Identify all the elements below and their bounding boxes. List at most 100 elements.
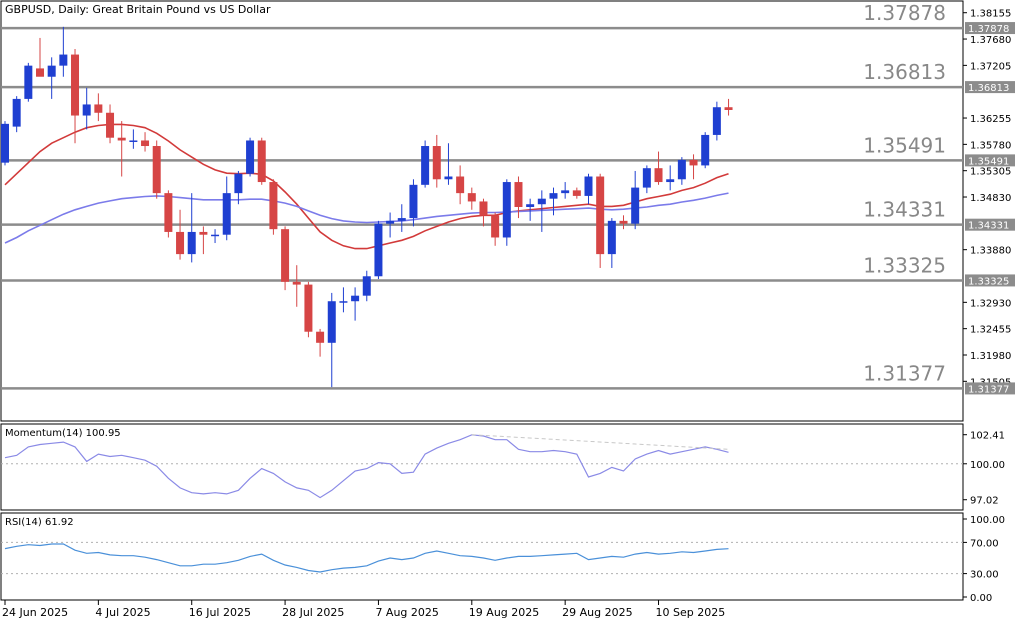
level-label: 1.31377	[863, 361, 946, 385]
candle	[281, 226, 290, 291]
candle	[362, 270, 371, 302]
rsi-panel: RSI(14) 61.92 100.00 70.00 30.00 0.00	[0, 512, 1005, 604]
candle	[561, 182, 570, 199]
candle	[117, 121, 126, 177]
candle	[654, 151, 663, 185]
candle	[666, 165, 675, 191]
price-tick-label: 1.34830	[970, 193, 1011, 204]
price-tick-label: 1.32930	[970, 298, 1011, 309]
candle	[222, 176, 231, 241]
chart-title: GBPUSD, Daily: Great Britain Pound vs US…	[5, 3, 271, 16]
price-tag	[965, 154, 1015, 167]
price-tag-label: 1.33325	[968, 276, 1009, 287]
candle	[479, 198, 488, 227]
candle	[152, 140, 161, 199]
candle	[71, 49, 80, 144]
price-tick-label: 1.32455	[970, 325, 1011, 336]
candle	[199, 226, 208, 255]
price-tag	[965, 274, 1015, 287]
slow-ma-line	[4, 192, 729, 244]
candle	[712, 101, 721, 141]
rsi-tick-label: 70.00	[970, 538, 999, 549]
time-axis: 24 Jun 2025 4 Jul 2025 16 Jul 2025 28 Jul 2…	[2, 600, 725, 619]
rsi-plot	[1, 541, 963, 575]
candle	[549, 187, 558, 216]
candle	[432, 134, 441, 188]
time-tick-label: 29 Aug 2025	[562, 606, 632, 619]
candle	[234, 170, 243, 205]
candles	[1, 26, 733, 388]
level-label: 1.35491	[863, 133, 946, 157]
candle	[12, 96, 21, 133]
candle	[374, 220, 383, 280]
time-tick-label: 24 Jun 2025	[2, 606, 68, 619]
price-tick-label: 1.35780	[970, 140, 1011, 151]
price-tick-label: 1.31980	[970, 351, 1011, 362]
candle	[106, 104, 115, 144]
candle	[316, 328, 325, 357]
time-tick-label: 4 Jul 2025	[95, 606, 150, 619]
candle	[129, 129, 138, 149]
momentum-title: Momentum(14) 100.95	[5, 428, 121, 439]
level-lines: 1.37878 1.36813 1.35491 1.34331 1.33325 1.313…	[1, 1, 963, 390]
momentum-axis: 102.41 100.00 97.02	[963, 431, 1005, 507]
momentum-tick-label: 102.41	[970, 431, 1005, 442]
time-tick-label: 28 Jul 2025	[282, 606, 344, 619]
momentum-tick-label: 97.02	[970, 496, 999, 507]
candle	[82, 87, 91, 130]
candle	[526, 198, 535, 221]
candle	[141, 132, 150, 152]
candle	[47, 57, 56, 99]
fast-ma-line	[4, 123, 729, 250]
candle	[642, 165, 651, 194]
candle	[467, 187, 476, 210]
candle	[269, 179, 278, 235]
price-tag-label: 1.35491	[968, 156, 1009, 167]
price-tick-label: 1.36255	[970, 114, 1011, 125]
candle	[339, 287, 348, 313]
price-tag-label: 1.37878	[968, 24, 1009, 35]
momentum-panel: Momentum(14) 100.95 102.41 100.00 97.02	[0, 423, 1005, 511]
candle	[327, 292, 336, 388]
candle	[456, 165, 465, 205]
candle	[397, 204, 406, 232]
candle	[24, 62, 33, 102]
candle	[631, 170, 640, 230]
candle	[176, 209, 185, 260]
rsi-tick-label: 30.00	[970, 570, 999, 581]
candle	[514, 176, 523, 219]
candle	[421, 140, 430, 188]
rsi-axis: 100.00 70.00 30.00 0.00	[963, 515, 1005, 604]
time-tick-label: 19 Aug 2025	[469, 606, 539, 619]
candle	[724, 98, 733, 116]
candle	[257, 137, 266, 185]
candle	[596, 173, 605, 268]
price-tag	[965, 22, 1015, 35]
price-tick-label: 1.33880	[970, 246, 1011, 257]
candle	[701, 132, 710, 169]
level-label: 1.37878	[863, 1, 946, 25]
candle	[677, 157, 686, 185]
price-tag	[965, 218, 1015, 231]
moving-averages	[4, 123, 729, 250]
candle	[164, 190, 173, 238]
rsi-title: RSI(14) 61.92	[5, 517, 74, 528]
candle	[292, 265, 301, 307]
momentum-plot	[1, 434, 963, 499]
candle	[187, 193, 196, 263]
candle	[304, 281, 313, 338]
price-tick-label: 1.37680	[970, 35, 1011, 46]
rsi-line	[4, 543, 729, 573]
candle	[409, 179, 418, 227]
candle	[94, 93, 103, 122]
time-tick-label: 10 Sep 2025	[656, 606, 726, 619]
price-tick-label: 1.35305	[970, 167, 1011, 178]
candle	[491, 212, 500, 246]
candle	[619, 215, 628, 230]
price-tag	[965, 382, 1015, 395]
price-tick-label: 1.38155	[970, 9, 1011, 20]
candle	[689, 154, 698, 180]
candle	[246, 137, 255, 177]
candle	[444, 143, 453, 185]
